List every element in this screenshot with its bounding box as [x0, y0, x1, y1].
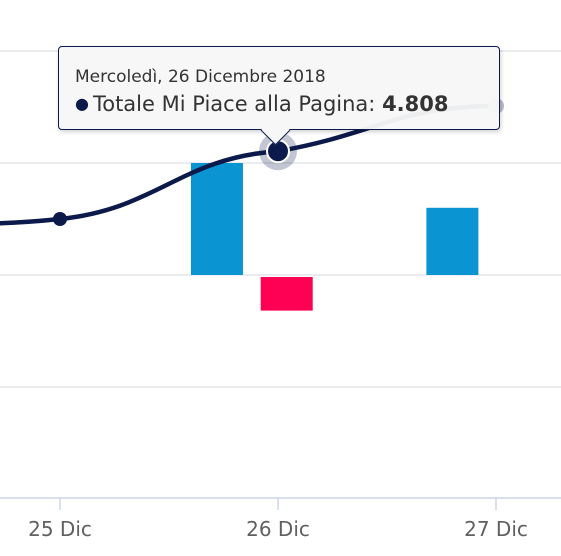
tooltip: Mercoledì, 26 Dicembre 2018 ● Totale Mi P… — [58, 46, 500, 146]
data-point — [53, 212, 67, 226]
tooltip-bullet-icon: ● — [75, 94, 89, 113]
tooltip-row: ● Totale Mi Piace alla Pagina: 4.808 — [75, 91, 499, 117]
tooltip-series-name: Totale Mi Piace alla Pagina — [92, 92, 369, 116]
tooltip-separator: : — [368, 92, 383, 116]
x-axis: 25 Dic 26 Dic 27 Dic — [0, 497, 561, 541]
x-tick-label: 27 Dic — [464, 517, 528, 541]
data-point-hovered[interactable] — [266, 139, 290, 164]
bar — [260, 277, 313, 311]
bars — [190, 163, 479, 311]
x-tick-label: 26 Dic — [246, 517, 310, 541]
tooltip-value: 4.808 — [382, 92, 449, 116]
tooltip-date: Mercoledì, 26 Dicembre 2018 — [75, 67, 326, 87]
bar — [426, 207, 479, 275]
bar — [190, 163, 243, 275]
x-tick-label: 25 Dic — [28, 517, 92, 541]
